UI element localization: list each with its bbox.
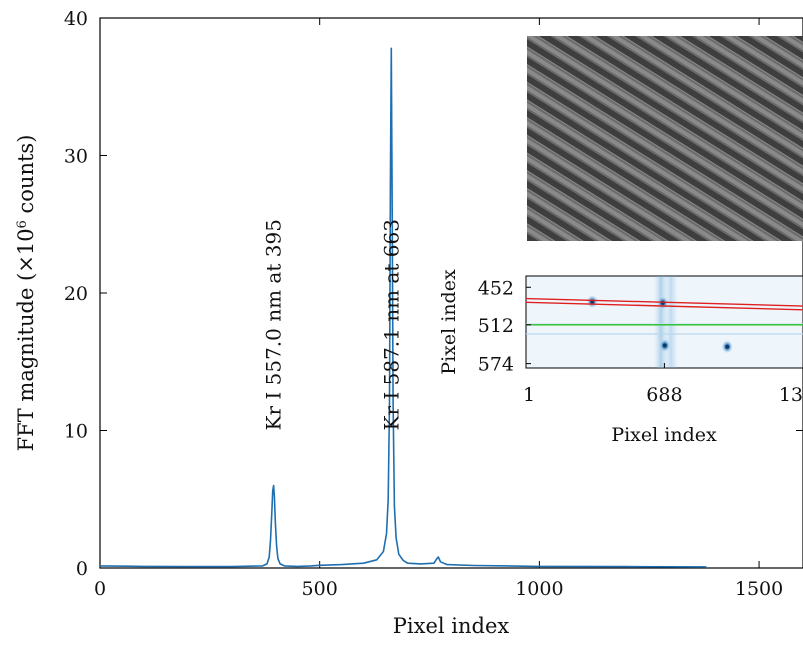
fft-overlay-line: [526, 301, 803, 311]
y-tick-label: 10: [64, 421, 88, 443]
fft-x-tick-label: 1376: [779, 384, 803, 406]
fft-y-ticks: 452 512 574: [478, 277, 531, 376]
x-tick-label: 500: [302, 578, 338, 600]
fft-y-axis-label: Pixel index: [438, 269, 460, 375]
series-line: [99, 47, 707, 568]
interferogram-image: [527, 36, 803, 241]
x-axis-label: Pixel index: [393, 614, 510, 638]
interferogram-inset: [527, 36, 803, 241]
fft-x-tick-label: 1: [523, 384, 535, 406]
fft-heatmap-inset: 1 688 1376 452 512 574 Pixel index Pixel ind…: [438, 269, 803, 446]
peak-annotations: Kr I 557.0 nm at 395 Kr I 587.1 nm at 663: [262, 219, 404, 430]
x-tick-label: 1000: [515, 578, 563, 600]
fft-x-ticks: 1 688 1376: [523, 363, 803, 406]
fft-overlay-lines: [526, 297, 803, 326]
main-y-ticks: 0 10 20 30 40: [64, 8, 803, 580]
fft-y-tick-label: 512: [478, 315, 514, 337]
main-x-ticks: 0 500 1000 1500: [94, 18, 783, 600]
fft-spot-core: [662, 343, 667, 348]
fft-x-tick-label: 688: [646, 384, 682, 406]
fft-y-tick-label: 452: [478, 277, 514, 299]
y-tick-label: 20: [64, 283, 88, 305]
fft-y-tick-label: 574: [478, 354, 514, 376]
y-axis-label-pre: FFT magnitude (×10: [14, 228, 38, 451]
peak-annotation: Kr I 557.0 nm at 395: [262, 219, 286, 430]
fft-x-axis-label: Pixel index: [611, 424, 717, 446]
y-tick-label: 40: [64, 8, 88, 30]
fft-heatmap-image: [526, 276, 803, 368]
y-axis-label-post: counts): [14, 135, 38, 221]
x-tick-label: 1500: [735, 578, 783, 600]
y-axis-label-sup: 6: [15, 220, 30, 228]
y-tick-label: 30: [64, 146, 88, 168]
peak-annotation: Kr I 587.1 nm at 663: [379, 219, 403, 430]
fft-overlay-line: [526, 297, 803, 307]
fft-spot-core: [725, 344, 730, 349]
x-tick-label: 0: [94, 578, 106, 600]
y-axis-label: FFT magnitude (×106 counts): [14, 135, 38, 452]
y-tick-label: 0: [76, 558, 88, 580]
